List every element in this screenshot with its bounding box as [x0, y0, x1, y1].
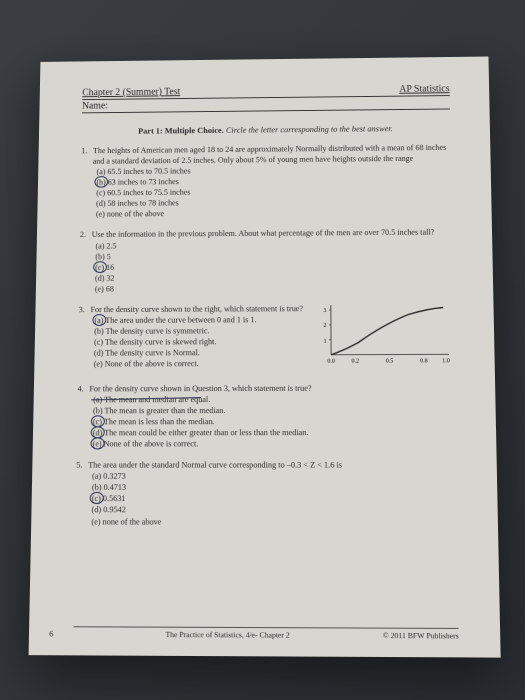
q3-a: (a) The area under the curve between 0 a… — [90, 314, 305, 326]
name-line: Name: — [81, 97, 449, 113]
q5-e: (e) none of the above — [87, 516, 457, 528]
q5-c: (c) 0.5631 — [87, 493, 456, 505]
ytick-1: 1 — [323, 339, 326, 345]
q1-e: (e) none of the above — [91, 206, 451, 219]
q3-e: (e) None of the above is correct. — [89, 358, 304, 370]
footer-right: © 2011 BFW Publishers — [382, 631, 458, 641]
question-2: 2. Use the information in the previous p… — [79, 227, 453, 294]
q5-b: (b) 0.4713 — [87, 482, 456, 493]
q4-text: For the density curve shown in Question … — [89, 384, 311, 394]
question-5: 5. The area under the standard Normal cu… — [75, 460, 457, 528]
q4-e: (e) None of the above is correct. — [88, 438, 455, 450]
xtick-3: 0.8 — [419, 358, 427, 364]
q1-num: 1. — [81, 146, 87, 157]
worksheet-page: Chapter 2 (Summer) Test AP Statistics Na… — [28, 57, 500, 658]
density-curve — [330, 307, 443, 354]
q3-num: 3. — [78, 304, 84, 315]
q3-d: (d) The density curve is Normal. — [89, 347, 304, 359]
q2-num: 2. — [79, 230, 85, 241]
chart-svg: 0.0 0.2 0.5 0.8 1.0 1 2 3 — [312, 302, 453, 372]
q5-a: (a) 0.3273 — [87, 471, 455, 482]
chapter-title: Chapter 2 (Summer) Test — [82, 87, 180, 99]
footer-center: The Practice of Statistics, 4/e- Chapter… — [165, 630, 289, 640]
q2-text: Use the information in the previous prob… — [91, 228, 434, 239]
q2-c: (c) 16 — [91, 260, 452, 273]
q4-a: (a) The mean and median are equal. — [89, 393, 455, 405]
q2-e: (e) 68 — [90, 281, 452, 294]
ytick-3: 3 — [323, 308, 326, 314]
part1-bold: Part 1: Multiple Choice. — [138, 125, 224, 135]
footer: The Practice of Statistics, 4/e- Chapter… — [73, 626, 458, 640]
q3-text: For the density curve shown to the right… — [90, 304, 303, 314]
xtick-4: 1.0 — [442, 358, 450, 364]
course-title: AP Statistics — [399, 84, 449, 95]
xtick-1: 0.2 — [351, 358, 359, 364]
xtick-0: 0.0 — [327, 358, 335, 364]
q5-num: 5. — [76, 460, 82, 471]
name-label: Name: — [81, 101, 107, 112]
q4-c: (c) The mean is less than the median. — [88, 416, 454, 428]
page-number: 6 — [49, 629, 53, 638]
q4-b: (b) The mean is greater than the median. — [88, 405, 454, 417]
q4-num: 4. — [77, 383, 83, 394]
q5-text: The area under the standard Normal curve… — [88, 461, 342, 470]
xtick-2: 0.5 — [385, 358, 393, 364]
part1-italic: Circle the letter corresponding to the b… — [225, 123, 392, 134]
q4-d: (d) The mean could be either greater tha… — [88, 427, 455, 439]
q1-text: The heights of American men aged 18 to 2… — [92, 143, 446, 166]
q5-d: (d) 0.9542 — [87, 505, 456, 517]
part1-title: Part 1: Multiple Choice. Circle the lett… — [81, 123, 450, 136]
density-curve-chart: 0.0 0.2 0.5 0.8 1.0 1 2 3 — [312, 302, 453, 372]
ytick-2: 2 — [323, 323, 326, 329]
q3-c: (c) The density curve is skewed right. — [90, 336, 305, 348]
question-3: 3. For the density curve shown to the ri… — [77, 302, 454, 373]
question-4: 4. For the density curve shown in Questi… — [76, 382, 455, 449]
q3-b: (b) The density curve is symmetric. — [90, 325, 305, 337]
question-1: 1. The heights of American men aged 18 t… — [80, 142, 452, 220]
